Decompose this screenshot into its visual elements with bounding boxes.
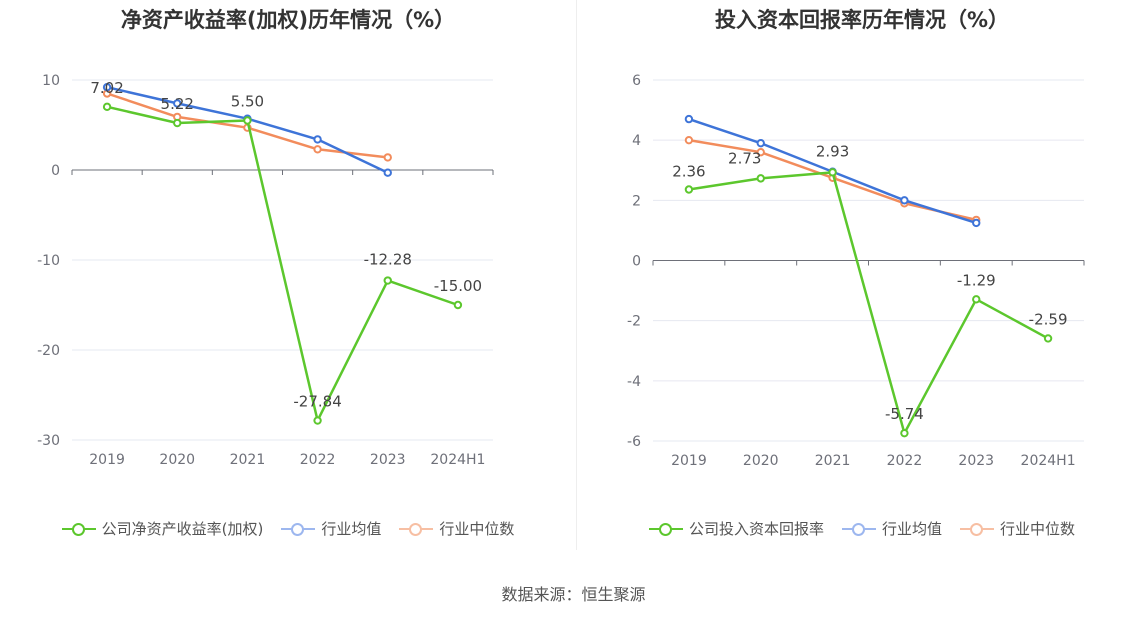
legend-label: 行业均值: [881, 520, 942, 538]
roe-chart-panel: 净资产收益率(加权)历年情况（%） 10 0 -10 -20 -30 2019 2020 20…: [0, 0, 576, 560]
data-label: -2.59: [1029, 310, 1068, 328]
legend-label: 公司投入资本回报率: [688, 520, 824, 538]
y-tick-label: -20: [37, 343, 60, 359]
y-tick-label: -4: [627, 374, 641, 390]
chart-title: 投入资本回报率历年情况（%）: [714, 8, 1010, 32]
legend-line-icon: [61, 521, 96, 537]
y-tick-label: -2: [627, 314, 641, 330]
data-point: [243, 116, 252, 125]
data-point: [684, 135, 694, 145]
x-tick-label: 2019: [89, 452, 125, 468]
legend-line-icon: [399, 521, 434, 537]
legend-line-icon: [281, 521, 316, 537]
data-point: [1043, 334, 1053, 343]
legend-label: 公司净资产收益率(加权): [101, 520, 264, 538]
legend-item-industry-mean[interactable]: 行业均值: [281, 518, 381, 539]
data-point: [173, 99, 182, 108]
data-point: [313, 145, 322, 154]
series-line: [106, 105, 459, 422]
data-point: [383, 276, 392, 285]
data-point: [173, 118, 182, 128]
data-label: 2.73: [728, 149, 761, 167]
data-point: [900, 196, 909, 205]
roe-chart-svg: 10 0 -10 -20 -30 2019 2020 2021 2022 2023 2024H1 7.…: [37, 73, 494, 468]
data-label: 7.02: [90, 79, 123, 97]
data-label: -27.84: [293, 393, 341, 411]
series-line: [688, 171, 1049, 435]
legend-label: 行业中位数: [439, 520, 515, 538]
roic-chart-svg: 6 4 2 0 -2 -4 -6 2019 2020 2021 2022 2023 2024H1 2.36…: [627, 73, 1085, 469]
x-tick-label: 2019: [671, 453, 707, 469]
data-label: 5.22: [161, 95, 194, 113]
data-source: 数据来源：恒生聚源: [501, 585, 646, 604]
data-label: -15.00: [434, 277, 482, 295]
data-point: [313, 135, 322, 144]
legend-line-icon: [648, 521, 683, 537]
data-point: [102, 83, 112, 92]
data-point: [828, 168, 837, 177]
data-point: [684, 185, 694, 194]
y-tick-label: -10: [37, 253, 60, 269]
x-tick-label: 2020: [743, 453, 779, 469]
legend: 公司净资产收益率(加权) 行业均值 行业中位数: [0, 518, 576, 539]
data-label: -1.29: [957, 271, 996, 289]
x-tick-label: 2022: [300, 452, 336, 468]
y-tick-label: 6: [632, 73, 641, 89]
chart-title: 净资产收益率(加权)历年情况（%）: [120, 8, 456, 32]
legend-item-industry-median[interactable]: 行业中位数: [960, 518, 1075, 539]
legend-label: 行业中位数: [1000, 520, 1076, 538]
legend-line-icon: [960, 521, 994, 537]
data-point: [102, 102, 112, 112]
x-tick-label: 2020: [159, 452, 195, 468]
roic-chart-panel: 投入资本回报率历年情况（%） 6 4 2 0 -2 -4 -6 2019 2020 2021 202…: [577, 0, 1147, 560]
panel-divider: [576, 0, 577, 550]
legend-line-icon: [841, 521, 876, 537]
legend-label: 行业均值: [321, 520, 382, 538]
y-tick-label: 0: [51, 163, 60, 179]
x-tick-label: 2023: [370, 452, 406, 468]
data-label: -5.74: [885, 405, 924, 423]
legend-item-industry-median[interactable]: 行业中位数: [399, 518, 514, 539]
data-label: 5.50: [231, 93, 264, 111]
data-point: [383, 153, 392, 162]
data-point: [900, 428, 909, 438]
legend-item-company[interactable]: 公司投入资本回报率: [648, 518, 824, 539]
x-tick-label: 2023: [958, 453, 994, 469]
data-point: [684, 114, 694, 124]
legend-item-company[interactable]: 公司净资产收益率(加权): [61, 518, 264, 539]
x-tick-label: 2024H1: [430, 452, 485, 468]
data-point: [756, 138, 765, 148]
data-point: [313, 416, 322, 425]
legend: 公司投入资本回报率 行业均值 行业中位数: [577, 518, 1147, 539]
data-point: [383, 168, 392, 177]
x-tick-label: 2021: [815, 453, 851, 469]
y-tick-label: 10: [42, 73, 60, 89]
legend-item-industry-mean[interactable]: 行业均值: [841, 518, 942, 539]
data-point: [972, 295, 981, 304]
data-point: [756, 148, 765, 157]
data-point: [453, 300, 463, 310]
x-tick-label: 2024H1: [1021, 453, 1076, 469]
y-tick-label: -30: [37, 433, 60, 449]
y-tick-label: 2: [632, 193, 641, 209]
data-label: -12.28: [364, 251, 412, 269]
x-tick-label: 2021: [230, 452, 266, 468]
data-label: 2.93: [816, 142, 849, 160]
y-tick-label: 4: [632, 133, 641, 149]
data-label: 2.36: [672, 163, 705, 181]
y-tick-label: 0: [632, 254, 641, 270]
y-tick-label: -6: [627, 434, 641, 450]
x-tick-label: 2022: [887, 453, 923, 469]
data-point: [972, 218, 981, 228]
data-point: [756, 174, 765, 183]
